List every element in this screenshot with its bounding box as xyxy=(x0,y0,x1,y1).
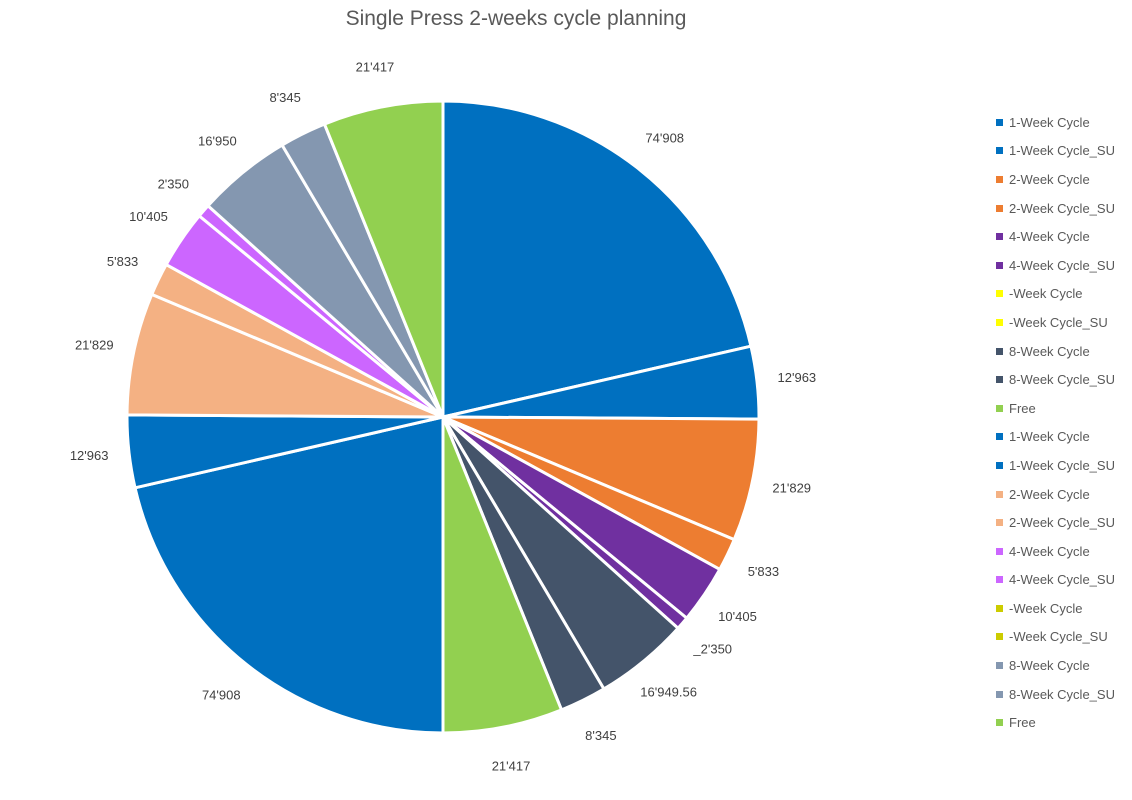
legend-label: 8-Week Cycle xyxy=(1009,658,1090,674)
pie-slice xyxy=(441,415,761,542)
legend-label: 4-Week Cycle xyxy=(1009,229,1090,245)
legend-swatch xyxy=(996,690,1003,698)
legend-swatch xyxy=(996,719,1003,727)
pie-slice xyxy=(441,415,564,735)
legend-item: -Week Cycle xyxy=(996,594,1115,623)
legend-swatch xyxy=(996,633,1003,641)
data-label: 10'405 xyxy=(718,609,757,624)
legend-swatch xyxy=(996,233,1003,241)
legend-item: 8-Week Cycle_SU xyxy=(996,680,1115,709)
legend-label: -Week Cycle_SU xyxy=(1009,629,1108,645)
legend-swatch xyxy=(996,175,1003,183)
data-label: 10'405 xyxy=(129,209,168,224)
legend-swatch xyxy=(996,547,1003,555)
legend-label: 8-Week Cycle_SU xyxy=(1009,686,1115,702)
legend-label: 4-Week Cycle xyxy=(1009,543,1090,559)
legend-label: -Week Cycle_SU xyxy=(1009,314,1108,330)
legend-swatch xyxy=(996,461,1003,469)
legend-label: 2-Week Cycle_SU xyxy=(1009,200,1115,216)
legend-swatch xyxy=(996,318,1003,326)
legend-label: 2-Week Cycle_SU xyxy=(1009,515,1115,531)
data-label: 74'908 xyxy=(202,688,241,703)
legend-label: 4-Week Cycle_SU xyxy=(1009,257,1115,273)
chart-title: Single Press 2-weeks cycle planning xyxy=(345,7,687,30)
data-label: 5'833 xyxy=(107,254,138,269)
pie-plot: 74'908 12'963 21'829 5'833 10'405 _2'350 16'94… xyxy=(70,60,817,774)
data-label: 2'350 xyxy=(158,177,189,192)
legend-swatch xyxy=(996,662,1003,670)
legend-item: Free xyxy=(996,708,1115,737)
legend-label: 2-Week Cycle xyxy=(1009,171,1090,187)
data-label: 16'950 xyxy=(198,134,237,149)
data-label: 12'963 xyxy=(70,448,109,463)
legend-item: 1-Week Cycle xyxy=(996,108,1115,137)
pie-slice xyxy=(441,99,753,419)
legend-label: 8-Week Cycle_SU xyxy=(1009,372,1115,388)
legend-swatch xyxy=(996,404,1003,412)
data-label: _2'350 xyxy=(692,641,732,656)
legend-label: -Week Cycle xyxy=(1009,286,1083,302)
legend-item: -Week Cycle_SU xyxy=(996,308,1115,337)
legend-item: 2-Week Cycle_SU xyxy=(996,194,1115,223)
legend-label: 8-Week Cycle xyxy=(1009,343,1090,359)
legend-swatch xyxy=(996,576,1003,584)
data-label: 16'949.56 xyxy=(640,684,697,699)
data-label: 21'417 xyxy=(356,60,395,75)
legend-swatch xyxy=(996,519,1003,527)
legend-item: 4-Week Cycle_SU xyxy=(996,251,1115,280)
data-label: 21'829 xyxy=(75,337,114,352)
legend-label: 2-Week Cycle xyxy=(1009,486,1090,502)
legend-label: 4-Week Cycle_SU xyxy=(1009,572,1115,588)
data-label: 21'417 xyxy=(492,758,531,773)
legend-swatch xyxy=(996,290,1003,298)
legend-item: 4-Week Cycle xyxy=(996,222,1115,251)
legend-label: 1-Week Cycle xyxy=(1009,114,1090,130)
legend-item: 4-Week Cycle_SU xyxy=(996,566,1115,595)
legend-swatch xyxy=(996,261,1003,269)
legend-swatch xyxy=(996,490,1003,498)
legend-label: Free xyxy=(1009,400,1036,416)
legend-item: Free xyxy=(996,394,1115,423)
data-label: 12'963 xyxy=(778,370,817,385)
legend-label: 1-Week Cycle_SU xyxy=(1009,143,1115,159)
legend-item: 2-Week Cycle_SU xyxy=(996,508,1115,537)
legend-swatch xyxy=(996,347,1003,355)
pie-slice xyxy=(125,292,445,419)
pie-slice xyxy=(322,99,445,419)
data-label: 5'833 xyxy=(748,564,779,579)
legend-item: 1-Week Cycle_SU xyxy=(996,137,1115,166)
legend-swatch xyxy=(996,433,1003,441)
legend-item: -Week Cycle xyxy=(996,280,1115,309)
legend-item: 8-Week Cycle xyxy=(996,337,1115,366)
legend-label: 1-Week Cycle xyxy=(1009,429,1090,445)
data-label: 8'345 xyxy=(585,728,616,743)
legend-label: Free xyxy=(1009,715,1036,731)
legend-swatch xyxy=(996,376,1003,384)
legend-item: 8-Week Cycle xyxy=(996,651,1115,680)
data-label: 21'829 xyxy=(772,481,811,496)
legend-swatch xyxy=(996,204,1003,212)
legend-item: 1-Week Cycle_SU xyxy=(996,451,1115,480)
legend-item: 1-Week Cycle xyxy=(996,423,1115,452)
legend-swatch xyxy=(996,604,1003,612)
legend-item: 2-Week Cycle xyxy=(996,165,1115,194)
legend-item: 2-Week Cycle xyxy=(996,480,1115,509)
legend-swatch xyxy=(996,147,1003,155)
legend-item: 4-Week Cycle xyxy=(996,537,1115,566)
legend-item: 8-Week Cycle_SU xyxy=(996,365,1115,394)
legend-label: 1-Week Cycle_SU xyxy=(1009,457,1115,473)
data-label: 74'908 xyxy=(645,130,684,145)
pie-slice xyxy=(133,415,445,735)
legend-item: -Week Cycle_SU xyxy=(996,623,1115,652)
legend-label: -Week Cycle xyxy=(1009,600,1083,616)
data-label: 8'345 xyxy=(269,90,300,105)
legend: 1-Week Cycle 1-Week Cycle_SU 2-Week Cycle 2… xyxy=(996,108,1115,737)
legend-swatch xyxy=(996,118,1003,126)
